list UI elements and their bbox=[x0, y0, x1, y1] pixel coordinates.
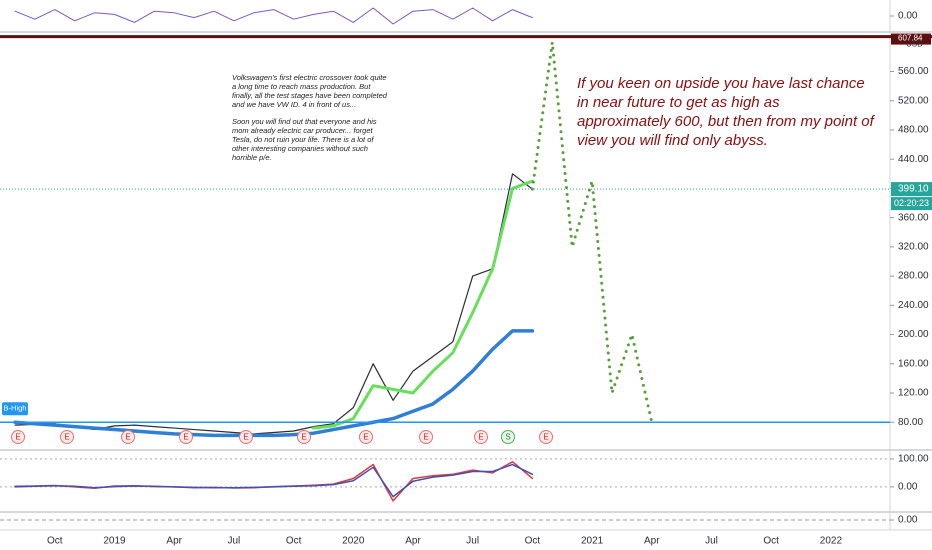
y-tick-label: 560.00 bbox=[898, 66, 929, 77]
x-tick-label: Apr bbox=[644, 536, 660, 547]
x-tick-label: 2020 bbox=[342, 536, 365, 547]
y-tick-label: 120.00 bbox=[898, 388, 929, 399]
x-tick-label: 2021 bbox=[581, 536, 604, 547]
y-tick-label: 160.00 bbox=[898, 358, 929, 369]
x-tick-label: Jul bbox=[705, 536, 718, 547]
y-tick-label: 240.00 bbox=[898, 300, 929, 311]
y-tick-label: 360.00 bbox=[898, 212, 929, 223]
x-tick-label: 2019 bbox=[103, 536, 126, 547]
y-tick-label: 80.00 bbox=[898, 417, 923, 428]
event-label: S bbox=[505, 433, 510, 442]
x-tick-label: Jul bbox=[228, 536, 241, 547]
y-tick-label: 0.00 bbox=[898, 482, 918, 493]
annotation: If you keen on upside you have last chan… bbox=[577, 75, 874, 149]
x-tick-label: Oct bbox=[286, 536, 302, 547]
event-marker[interactable] bbox=[11, 430, 25, 444]
y-tick-label: 200.00 bbox=[898, 329, 929, 340]
event-marker[interactable] bbox=[121, 430, 135, 444]
event-label: E bbox=[183, 433, 188, 442]
event-label: E bbox=[64, 433, 69, 442]
series-line bbox=[530, 40, 654, 424]
x-tick-label: 2022 bbox=[820, 536, 843, 547]
event-label: E bbox=[478, 433, 483, 442]
y-tick-label: 0.00 bbox=[898, 11, 918, 22]
price-label-box bbox=[891, 182, 932, 197]
x-tick-label: Oct bbox=[525, 536, 541, 547]
x-tick-label: Jul bbox=[466, 536, 479, 547]
x-tick-label: Oct bbox=[763, 536, 779, 547]
price-label: 399.10 bbox=[898, 184, 929, 195]
event-label: E bbox=[363, 433, 368, 442]
event-marker[interactable] bbox=[239, 430, 253, 444]
event-marker[interactable] bbox=[359, 430, 373, 444]
level-label-box bbox=[891, 33, 931, 45]
event-marker[interactable] bbox=[539, 430, 553, 444]
event-marker[interactable] bbox=[60, 430, 74, 444]
y-tick-label: 0.00 bbox=[898, 515, 918, 526]
event-marker[interactable] bbox=[501, 430, 515, 444]
event-marker[interactable] bbox=[419, 430, 433, 444]
series-line bbox=[14, 463, 534, 498]
timer-label: 02:20:23 bbox=[894, 198, 929, 208]
event-label: E bbox=[301, 433, 306, 442]
event-marker[interactable] bbox=[297, 430, 311, 444]
y-tick-label: 320.00 bbox=[898, 242, 929, 253]
annotation-text: Volkswagen's first electric crossover to… bbox=[232, 73, 387, 109]
series-line bbox=[13, 329, 535, 438]
level-label-box bbox=[2, 402, 28, 416]
annotation-text: Soon you will find out that everyone and… bbox=[232, 117, 377, 162]
x-tick-label: Apr bbox=[405, 536, 421, 547]
annotation: Volkswagen's first electric crossover to… bbox=[232, 73, 392, 170]
series-line bbox=[312, 179, 534, 430]
x-tick-label: Apr bbox=[166, 536, 182, 547]
event-marker[interactable] bbox=[474, 430, 488, 444]
currency-label: USD bbox=[906, 40, 923, 49]
event-label: E bbox=[243, 433, 248, 442]
timer-box bbox=[891, 197, 932, 211]
level-label: 607.84 bbox=[898, 34, 923, 43]
event-marker[interactable] bbox=[179, 430, 193, 444]
event-label: E bbox=[15, 433, 20, 442]
y-tick-label: 440.00 bbox=[898, 154, 929, 165]
y-tick-label: 280.00 bbox=[898, 271, 929, 282]
event-label: E bbox=[423, 433, 428, 442]
x-tick-label: Oct bbox=[47, 536, 63, 547]
y-tick-label: 520.00 bbox=[898, 95, 929, 106]
series-line bbox=[14, 7, 533, 25]
event-label: E bbox=[543, 433, 548, 442]
y-tick-label: 100.00 bbox=[898, 454, 929, 465]
level-label: B-High bbox=[4, 404, 27, 413]
y-tick-label: 480.00 bbox=[898, 125, 929, 136]
event-label: E bbox=[125, 433, 130, 442]
